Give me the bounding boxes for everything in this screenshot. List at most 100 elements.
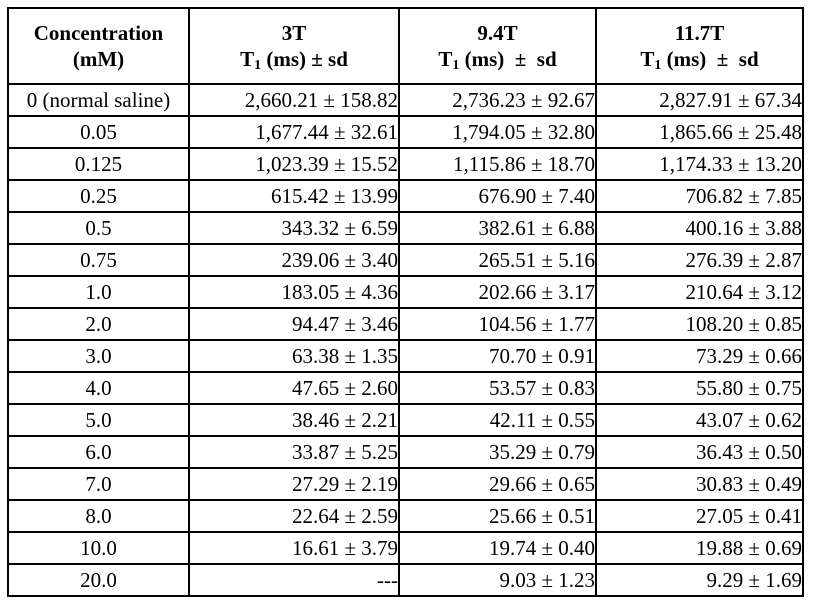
t1-units-label: T1 (ms) ± sd	[598, 46, 801, 73]
table-row: 6.0 33.87 ± 5.25 35.29 ± 0.79 36.43 ± 0.50	[7, 435, 804, 469]
t1-value-9-4t-cell: 25.66 ± 0.51	[398, 499, 597, 533]
t1-value-3t-cell: 27.29 ± 2.19	[188, 467, 400, 501]
table-row: 0.25 615.42 ± 13.99 676.90 ± 7.40 706.82 ± …	[7, 179, 804, 213]
col-header-3t: 3T T1 (ms) ± sd	[188, 7, 400, 85]
concentration-cell: 8.0	[7, 499, 190, 533]
t1-value-11-7t-cell: 30.83 ± 0.49	[595, 467, 804, 501]
t1-value-9-4t-cell: 70.70 ± 0.91	[398, 339, 597, 373]
table-row: 0 (normal saline) 2,660.21 ± 158.82 2,736.…	[7, 83, 804, 117]
table-row: 8.0 22.64 ± 2.59 25.66 ± 0.51 27.05 ± 0.41	[7, 499, 804, 533]
header-concentration-label: Concentration	[33, 20, 164, 45]
t1-value-3t-cell: ---	[188, 563, 400, 597]
concentration-cell: 7.0	[7, 467, 190, 501]
t1-value-11-7t-cell: 276.39 ± 2.87	[595, 243, 804, 277]
t1-value-3t-cell: 94.47 ± 3.46	[188, 307, 400, 341]
table-row: 7.0 27.29 ± 2.19 29.66 ± 0.65 30.83 ± 0.49	[7, 467, 804, 501]
t1-value-11-7t-cell: 706.82 ± 7.85	[595, 179, 804, 213]
t1-value-3t-cell: 47.65 ± 2.60	[188, 371, 400, 405]
t1-value-11-7t-cell: 27.05 ± 0.41	[595, 499, 804, 533]
col-header-9-4t: 9.4T T1 (ms) ± sd	[398, 7, 597, 85]
t1-value-11-7t-cell: 400.16 ± 3.88	[595, 211, 804, 245]
t1-value-3t-cell: 33.87 ± 5.25	[188, 435, 400, 469]
t1-value-11-7t-cell: 1,174.33 ± 13.20	[595, 147, 804, 181]
t1-value-9-4t-cell: 29.66 ± 0.65	[398, 467, 597, 501]
t1-value-3t-cell: 343.32 ± 6.59	[188, 211, 400, 245]
t1-value-9-4t-cell: 19.74 ± 0.40	[398, 531, 597, 565]
t1-value-11-7t-cell: 43.07 ± 0.62	[595, 403, 804, 437]
table-row: 2.0 94.47 ± 3.46 104.56 ± 1.77 108.20 ± 0.8…	[7, 307, 804, 341]
t1-symbol: T	[438, 47, 453, 71]
t1-value-3t-cell: 22.64 ± 2.59	[188, 499, 400, 533]
header-concentration-unit: (mM)	[72, 47, 125, 71]
t1-value-9-4t-cell: 1,115.86 ± 18.70	[398, 147, 597, 181]
t1-value-3t-cell: 1,677.44 ± 32.61	[188, 115, 400, 149]
table-row: 5.0 38.46 ± 2.21 42.11 ± 0.55 43.07 ± 0.62	[7, 403, 804, 437]
col-header-concentration: Concentration (mM)	[7, 7, 190, 85]
concentration-cell: 20.0	[7, 563, 190, 597]
concentration-cell: 10.0	[7, 531, 190, 565]
concentration-cell: 5.0	[7, 403, 190, 437]
t1-value-9-4t-cell: 382.61 ± 6.88	[398, 211, 597, 245]
table-row: 0.125 1,023.39 ± 15.52 1,115.86 ± 18.70 1,1…	[7, 147, 804, 181]
t1-symbol: T	[240, 47, 255, 71]
t1-value-9-4t-cell: 1,794.05 ± 32.80	[398, 115, 597, 149]
table-row: 0.5 343.32 ± 6.59 382.61 ± 6.88 400.16 ± 3.…	[7, 211, 804, 245]
t1-value-9-4t-cell: 265.51 ± 5.16	[398, 243, 597, 277]
t1-value-3t-cell: 2,660.21 ± 158.82	[188, 83, 400, 117]
t1-value-11-7t-cell: 210.64 ± 3.12	[595, 275, 804, 309]
table-row: 1.0 183.05 ± 4.36 202.66 ± 3.17 210.64 ± 3.…	[7, 275, 804, 309]
table-row: 3.0 63.38 ± 1.35 70.70 ± 0.91 73.29 ± 0.66	[7, 339, 804, 373]
t1-units-label: T1 (ms) ± sd	[191, 46, 397, 73]
concentration-cell: 0 (normal saline)	[7, 83, 190, 117]
table-row: 10.0 16.61 ± 3.79 19.74 ± 0.40 19.88 ± 0.69	[7, 531, 804, 565]
concentration-cell: 6.0	[7, 435, 190, 469]
t1-units-suffix: (ms) ± sd	[261, 47, 348, 71]
concentration-cell: 3.0	[7, 339, 190, 373]
t1-value-9-4t-cell: 104.56 ± 1.77	[398, 307, 597, 341]
concentration-cell: 0.25	[7, 179, 190, 213]
t1-value-9-4t-cell: 42.11 ± 0.55	[398, 403, 597, 437]
table-row: 0.05 1,677.44 ± 32.61 1,794.05 ± 32.80 1,86…	[7, 115, 804, 149]
field-strength-3t-label: 3T	[281, 20, 307, 45]
t1-value-9-4t-cell: 2,736.23 ± 92.67	[398, 83, 597, 117]
t1-value-11-7t-cell: 73.29 ± 0.66	[595, 339, 804, 373]
concentration-cell: 0.5	[7, 211, 190, 245]
t1-units-label: T1 (ms) ± sd	[401, 46, 594, 73]
t1-units-suffix: (ms) ± sd	[661, 47, 759, 71]
concentration-cell: 4.0	[7, 371, 190, 405]
t1-value-3t-cell: 183.05 ± 4.36	[188, 275, 400, 309]
t1-value-11-7t-cell: 2,827.91 ± 67.34	[595, 83, 804, 117]
concentration-cell: 0.75	[7, 243, 190, 277]
t1-value-9-4t-cell: 9.03 ± 1.23	[398, 563, 597, 597]
t1-value-11-7t-cell: 36.43 ± 0.50	[595, 435, 804, 469]
table-row: 20.0 --- 9.03 ± 1.23 9.29 ± 1.69	[7, 563, 804, 597]
t1-value-9-4t-cell: 202.66 ± 3.17	[398, 275, 597, 309]
t1-value-9-4t-cell: 35.29 ± 0.79	[398, 435, 597, 469]
t1-value-9-4t-cell: 676.90 ± 7.40	[398, 179, 597, 213]
header-row: Concentration (mM) 3T T1 (ms) ± sd 9.4T …	[7, 7, 804, 85]
concentration-cell: 0.125	[7, 147, 190, 181]
t1-value-11-7t-cell: 108.20 ± 0.85	[595, 307, 804, 341]
t1-units-suffix: (ms) ± sd	[459, 47, 557, 71]
concentration-cell: 1.0	[7, 275, 190, 309]
t1-value-11-7t-cell: 1,865.66 ± 25.48	[595, 115, 804, 149]
concentration-cell: 2.0	[7, 307, 190, 341]
t1-value-3t-cell: 38.46 ± 2.21	[188, 403, 400, 437]
t1-subscript: 1	[654, 58, 662, 73]
t1-value-3t-cell: 1,023.39 ± 15.52	[188, 147, 400, 181]
table-row: 4.0 47.65 ± 2.60 53.57 ± 0.83 55.80 ± 0.75	[7, 371, 804, 405]
t1-subscript: 1	[254, 58, 262, 73]
concentration-cell: 0.05	[7, 115, 190, 149]
col-header-11-7t: 11.7T T1 (ms) ± sd	[595, 7, 804, 85]
t1-value-11-7t-cell: 19.88 ± 0.69	[595, 531, 804, 565]
t1-subscript: 1	[452, 58, 460, 73]
table-row: 0.75 239.06 ± 3.40 265.51 ± 5.16 276.39 ± 2…	[7, 243, 804, 277]
t1-value-3t-cell: 239.06 ± 3.40	[188, 243, 400, 277]
t1-value-11-7t-cell: 9.29 ± 1.69	[595, 563, 804, 597]
t1-value-9-4t-cell: 53.57 ± 0.83	[398, 371, 597, 405]
t1-value-11-7t-cell: 55.80 ± 0.75	[595, 371, 804, 405]
t1-symbol: T	[640, 47, 655, 71]
t1-relaxation-time-table: Concentration (mM) 3T T1 (ms) ± sd 9.4T …	[7, 7, 804, 597]
field-strength-11-7t-label: 11.7T	[674, 20, 725, 45]
